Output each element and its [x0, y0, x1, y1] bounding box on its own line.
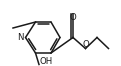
- Text: O: O: [70, 13, 76, 22]
- Text: N: N: [17, 33, 23, 42]
- Text: O: O: [83, 40, 89, 49]
- Text: OH: OH: [39, 56, 53, 65]
